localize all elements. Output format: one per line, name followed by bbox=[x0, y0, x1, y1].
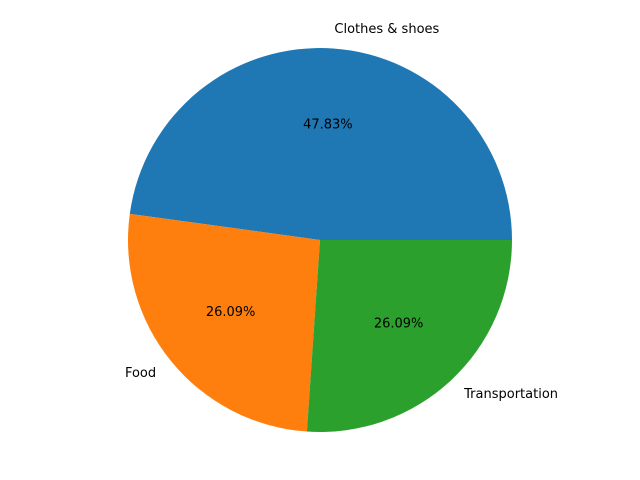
pie-category-label-transportation: Transportation bbox=[463, 387, 558, 402]
pie-slices bbox=[128, 47, 512, 432]
pie-slice-food bbox=[128, 213, 320, 432]
pie-pct-label-transportation: 26.09% bbox=[374, 317, 424, 332]
pie-slice-clothes-shoes bbox=[129, 47, 512, 241]
pie-slice-transportation bbox=[306, 240, 512, 432]
pie-pct-label-food: 26.09% bbox=[206, 305, 256, 320]
pie-category-label-food: Food bbox=[125, 366, 156, 381]
pie-pct-label-clothes-shoes: 47.83% bbox=[303, 118, 353, 133]
pie-category-label-clothes-shoes: Clothes & shoes bbox=[334, 22, 439, 37]
pie-labels: 47.83% Clothes & shoes 26.09% Food 26.09% Tra… bbox=[125, 22, 558, 402]
